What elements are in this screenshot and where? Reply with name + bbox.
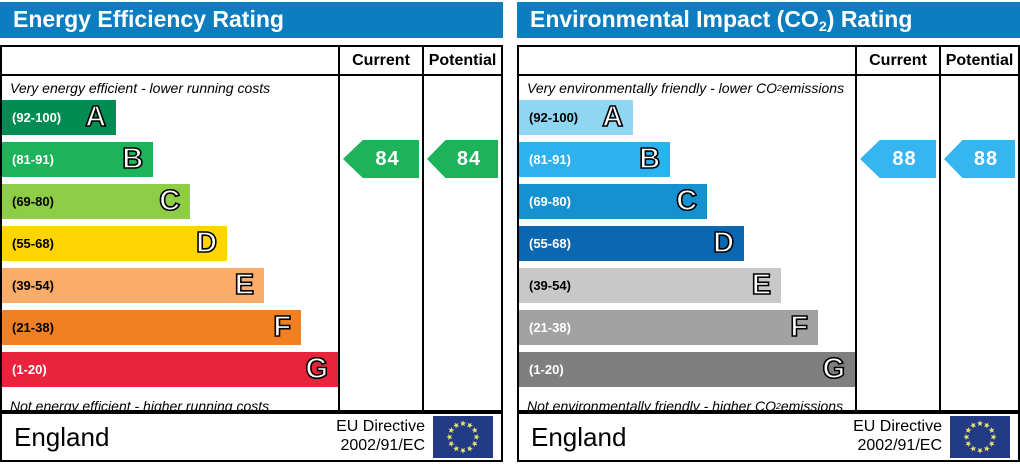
energy-panel-footer: England EU Directive 2002/91/EC	[0, 412, 503, 462]
band-range-label: (55-68)	[529, 236, 571, 251]
band-letter: B	[638, 142, 661, 176]
energy-potential-value-cell: 84	[422, 76, 501, 410]
caption-text: Not energy efficient - higher running co…	[10, 397, 270, 411]
energy-band-a: (92-100) A	[2, 100, 117, 135]
eu-directive-label: EU Directive 2002/91/EC	[336, 418, 425, 456]
band-letter: E	[234, 268, 255, 302]
band-letter: C	[158, 184, 181, 218]
caption-text: Very environmentally friendly - lower CO	[527, 80, 778, 96]
caption-text-after: emissions	[781, 80, 845, 96]
co2-band-c: (69-80) C	[519, 184, 708, 219]
energy-panel-title: Energy Efficiency Rating	[13, 6, 284, 35]
caption-text: Very energy efficient - lower running co…	[10, 80, 271, 96]
co2-band-f: (21-38) F	[519, 310, 819, 345]
band-letter: E	[751, 268, 772, 302]
band-range-label: (21-38)	[529, 320, 571, 335]
co2-current-value-cell: 88	[855, 76, 939, 410]
co2-band-e: (39-54) E	[519, 268, 782, 303]
energy-potential-rating-value: 84	[456, 147, 482, 170]
energy-bands-area: Very energy efficient - lower running co…	[2, 76, 338, 410]
energy-current-rating-value: 84	[375, 147, 400, 170]
region-label: England	[531, 421, 627, 452]
band-letter: D	[195, 226, 218, 260]
co2-bottom-caption: Not environmentally friendly - higher CO…	[519, 394, 855, 411]
energy-efficiency-panel: Energy Efficiency Rating Current Potenti…	[0, 2, 503, 462]
band-letter: G	[822, 352, 846, 386]
energy-title-bar: Energy Efficiency Rating	[0, 2, 503, 38]
band-range-label: (1-20)	[12, 362, 47, 377]
title-text: Energy Efficiency Rating	[13, 5, 284, 32]
band-letter: B	[121, 142, 144, 176]
band-letter: F	[273, 310, 292, 344]
eu-directive-line2: 2002/91/EC	[340, 437, 425, 454]
band-letter: C	[675, 184, 698, 218]
band-range-label: (81-91)	[529, 152, 571, 167]
environmental-impact-panel: Environmental Impact (CO2) Rating Curren…	[517, 2, 1020, 462]
band-range-label: (21-38)	[12, 320, 54, 335]
caption-subscript: 2	[777, 83, 782, 93]
energy-current-rating-arrow: 84	[343, 140, 419, 178]
energy-band-c: (69-80) C	[2, 184, 191, 219]
band-letter: A	[601, 100, 624, 134]
energy-rating-table: Current Potential Very energy efficient …	[0, 45, 503, 412]
co2-current-column-header: Current	[855, 47, 939, 76]
band-range-label: (39-54)	[529, 278, 571, 293]
energy-band-d: (55-68) D	[2, 226, 228, 261]
band-letter: G	[305, 352, 329, 386]
energy-band-g: (1-20) G	[2, 352, 338, 387]
band-range-label: (1-20)	[529, 362, 564, 377]
co2-band-g: (1-20) G	[519, 352, 855, 387]
co2-title-bar: Environmental Impact (CO2) Rating	[517, 2, 1020, 38]
eu-directive-line1: EU Directive	[853, 418, 942, 436]
energy-band-e: (39-54) E	[2, 268, 265, 303]
eu-directive-line2: 2002/91/EC	[857, 437, 942, 454]
energy-top-caption: Very energy efficient - lower running co…	[2, 76, 338, 100]
co2-panel-footer: England EU Directive 2002/91/EC	[517, 412, 1020, 462]
caption-text-after: emissions	[780, 397, 844, 411]
energy-potential-column-header: Potential	[422, 47, 501, 76]
band-range-label: (69-80)	[12, 194, 54, 209]
eu-directive-line1: EU Directive	[336, 418, 425, 436]
band-range-label: (39-54)	[12, 278, 54, 293]
co2-current-rating-value: 88	[892, 147, 917, 170]
energy-current-column-header: Current	[338, 47, 422, 76]
co2-band-a: (92-100) A	[519, 100, 634, 135]
eu-flag-icon	[950, 416, 1010, 458]
co2-bands-area: Very environmentally friendly - lower CO…	[519, 76, 855, 410]
band-letter: F	[790, 310, 809, 344]
band-range-label: (92-100)	[12, 110, 62, 125]
caption-subscript: 2	[776, 400, 781, 411]
co2-potential-value-cell: 88	[939, 76, 1018, 410]
band-range-label: (81-91)	[12, 152, 54, 167]
region-label: England	[14, 421, 110, 452]
co2-band-b: (81-91) B	[519, 142, 671, 177]
co2-rating-table: Current Potential Very environmentally f…	[517, 45, 1020, 412]
energy-band-b: (81-91) B	[2, 142, 154, 177]
band-range-label: (92-100)	[529, 110, 579, 125]
band-range-label: (69-80)	[529, 194, 571, 209]
co2-potential-column-header: Potential	[939, 47, 1018, 76]
energy-bottom-caption: Not energy efficient - higher running co…	[2, 394, 338, 411]
energy-potential-rating-arrow: 84	[427, 140, 498, 178]
band-letter: D	[712, 226, 735, 260]
band-range-label: (55-68)	[12, 236, 54, 251]
co2-panel-title: Environmental Impact (CO2) Rating	[530, 6, 912, 35]
co2-potential-rating-value: 88	[973, 147, 999, 170]
eu-flag-icon	[433, 416, 493, 458]
co2-band-d: (55-68) D	[519, 226, 745, 261]
title-text: Environmental Impact (CO	[530, 5, 819, 32]
title-text-after: ) Rating	[826, 5, 913, 32]
eu-directive-label: EU Directive 2002/91/EC	[853, 418, 942, 456]
co2-header-spacer	[519, 47, 855, 76]
band-letter: A	[84, 100, 107, 134]
energy-current-value-cell: 84	[338, 76, 422, 410]
co2-potential-rating-arrow: 88	[944, 140, 1015, 178]
co2-top-caption: Very environmentally friendly - lower CO…	[519, 76, 855, 100]
energy-header-spacer	[2, 47, 338, 76]
title-subscript: 2	[818, 18, 827, 35]
energy-band-f: (21-38) F	[2, 310, 302, 345]
co2-current-rating-arrow: 88	[860, 140, 936, 178]
caption-text: Not environmentally friendly - higher CO	[527, 397, 776, 411]
